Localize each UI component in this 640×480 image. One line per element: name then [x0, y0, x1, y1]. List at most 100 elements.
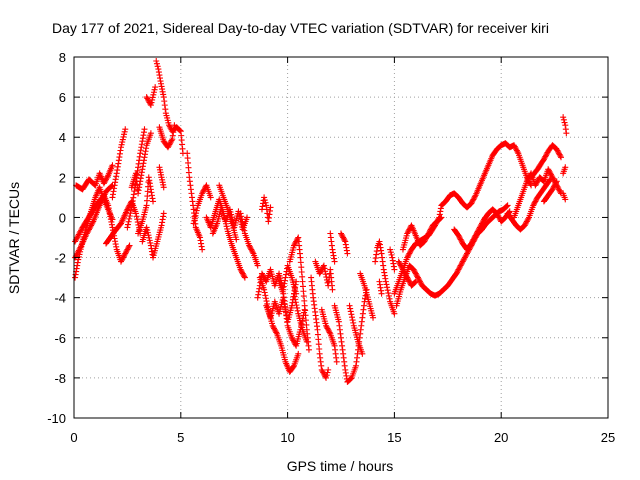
- data-point: [463, 251, 470, 258]
- data-point: [404, 275, 411, 282]
- series-track: [346, 302, 366, 357]
- data-point: [144, 95, 151, 102]
- data-point: [289, 336, 296, 343]
- data-point: [456, 235, 463, 242]
- data-point: [417, 279, 424, 286]
- data-point: [525, 215, 532, 222]
- data-point: [436, 215, 443, 222]
- data-point: [530, 202, 537, 209]
- data-point: [125, 218, 132, 225]
- data-point: [370, 314, 377, 321]
- data-point: [258, 270, 265, 277]
- data-point: [89, 219, 96, 226]
- data-point: [422, 235, 429, 242]
- data-point: [149, 94, 156, 101]
- x-tick-label: 5: [177, 430, 184, 445]
- data-point: [401, 269, 408, 276]
- data-point: [340, 235, 347, 242]
- data-point: [412, 278, 419, 285]
- data-point: [323, 372, 330, 379]
- data-point: [427, 226, 434, 233]
- series-track: [399, 214, 445, 253]
- data-point: [291, 241, 298, 248]
- data-point: [101, 179, 108, 186]
- series-track: [528, 142, 565, 181]
- data-point: [540, 177, 547, 184]
- data-point: [524, 177, 531, 184]
- data-point: [459, 259, 466, 266]
- series-track: [318, 306, 340, 365]
- data-point: [117, 258, 124, 265]
- data-point: [344, 250, 351, 257]
- data-point: [530, 201, 537, 208]
- y-tick-label: -10: [47, 411, 66, 426]
- x-tick-label: 15: [387, 430, 401, 445]
- series-track: [73, 162, 116, 193]
- x-tick-label: 25: [601, 430, 615, 445]
- data-point: [125, 245, 132, 252]
- data-point: [144, 229, 151, 236]
- data-point: [347, 308, 354, 315]
- series-track: [372, 238, 398, 317]
- data-point: [399, 266, 406, 273]
- data-point: [120, 253, 127, 260]
- data-point: [150, 198, 157, 205]
- data-point: [462, 253, 469, 260]
- y-tick-label: -4: [54, 291, 66, 306]
- data-point: [325, 326, 332, 333]
- data-point: [240, 224, 247, 231]
- data-point: [412, 270, 419, 277]
- data-point: [199, 246, 206, 253]
- data-point: [237, 266, 244, 273]
- data-point: [469, 237, 476, 244]
- data-point: [548, 171, 555, 178]
- data-point: [406, 278, 413, 285]
- data-point: [542, 153, 549, 160]
- data-point: [391, 310, 398, 317]
- data-point: [495, 213, 502, 220]
- data-point: [555, 148, 562, 155]
- data-point: [387, 249, 394, 256]
- data-point: [346, 302, 353, 309]
- data-point: [124, 206, 131, 213]
- data-point: [271, 326, 278, 333]
- data-point: [349, 317, 356, 324]
- data-point: [468, 200, 475, 207]
- data-point: [100, 180, 107, 187]
- data-point: [563, 130, 570, 137]
- data-point: [460, 257, 467, 264]
- data-point: [410, 266, 417, 273]
- tick-layer: 0 5 10 15 20 25 -10 -8 -6 -4 -2 0 2 4 6 8: [47, 50, 615, 445]
- y-tick-label: -8: [54, 371, 66, 386]
- data-point: [176, 126, 183, 133]
- data-point: [456, 263, 463, 270]
- data-point: [126, 242, 133, 249]
- data-point: [512, 144, 519, 151]
- data-point: [87, 223, 94, 230]
- data-point: [382, 278, 389, 285]
- data-point: [388, 251, 395, 258]
- data-point: [555, 186, 562, 193]
- data-point: [78, 241, 85, 248]
- data-point: [150, 89, 157, 96]
- data-point: [552, 181, 559, 188]
- data-point: [122, 249, 129, 256]
- data-point: [238, 216, 245, 223]
- data-point: [548, 172, 555, 179]
- data-point: [288, 334, 295, 341]
- data-point: [468, 240, 475, 247]
- data-point: [428, 225, 435, 232]
- data-point: [437, 215, 444, 222]
- data-point: [261, 286, 268, 293]
- data-point: [122, 250, 129, 257]
- series-track: [560, 164, 569, 177]
- data-point: [233, 236, 240, 243]
- data-point: [411, 267, 418, 274]
- data-point: [246, 243, 253, 250]
- data-point: [503, 203, 510, 210]
- data-point: [78, 243, 85, 250]
- data-point: [75, 253, 82, 260]
- data-point: [473, 231, 480, 238]
- data-point: [270, 324, 277, 331]
